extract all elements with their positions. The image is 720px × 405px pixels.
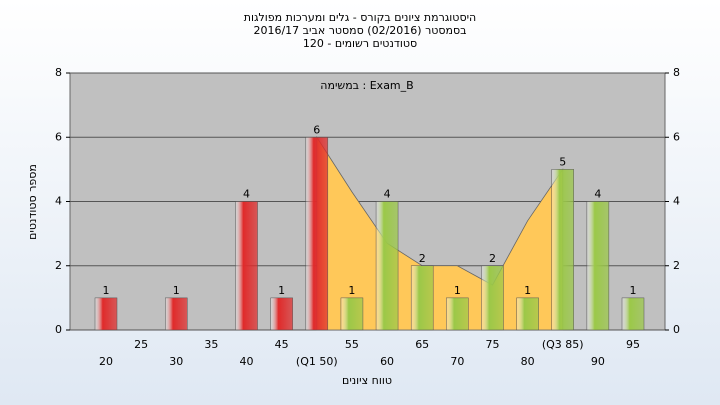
x-tick-label: 60 bbox=[380, 355, 394, 368]
bar-value-label: 5 bbox=[559, 155, 566, 168]
y-tick-label: 2 bbox=[55, 259, 62, 272]
bar bbox=[410, 265, 434, 331]
bar bbox=[375, 201, 399, 331]
bar bbox=[305, 137, 329, 331]
bar-value-label: 4 bbox=[594, 188, 601, 201]
chart-subtitle: בסמסטר (02/2016) סמסטר אביב 2016/17 bbox=[253, 24, 466, 37]
x-tick-label: (Q1 50) bbox=[296, 355, 338, 368]
bar-value-label: 1 bbox=[630, 284, 637, 297]
x-tick-label: 55 bbox=[345, 338, 359, 351]
y-tick-label: 4 bbox=[55, 195, 62, 208]
bar-value-label: 2 bbox=[419, 252, 426, 265]
y2-tick-label: 8 bbox=[673, 66, 680, 79]
bar-value-label: 1 bbox=[454, 284, 461, 297]
annotation: במשימה : Exam_B bbox=[320, 79, 413, 92]
y2-tick-label: 6 bbox=[673, 130, 680, 143]
bar bbox=[235, 201, 258, 331]
bar-value-label: 1 bbox=[524, 284, 531, 297]
bar-value-label: 1 bbox=[173, 284, 180, 297]
bar-value-label: 1 bbox=[278, 284, 285, 297]
bar-value-label: 2 bbox=[489, 252, 496, 265]
x-axis-label: טווח ציונים bbox=[342, 374, 392, 387]
x-tick-label: 20 bbox=[99, 355, 113, 368]
bar bbox=[270, 297, 293, 331]
x-tick-label: 80 bbox=[521, 355, 535, 368]
y2-tick-label: 4 bbox=[673, 195, 680, 208]
x-tick-label: 90 bbox=[591, 355, 605, 368]
x-tick-label: 25 bbox=[134, 338, 148, 351]
bar bbox=[94, 297, 118, 331]
bar bbox=[446, 297, 469, 331]
bar bbox=[340, 297, 364, 331]
y-tick-label: 6 bbox=[55, 130, 62, 143]
chart-title: היסטוגרמת ציונים בקורס - גלים ומערכות מפ… bbox=[244, 11, 476, 24]
bar-value-label: 1 bbox=[103, 284, 110, 297]
x-tick-label: (Q3 85) bbox=[542, 338, 584, 351]
x-tick-label: 40 bbox=[240, 355, 254, 368]
y2-tick-label: 0 bbox=[673, 323, 680, 336]
bar bbox=[551, 169, 574, 331]
bar-value-label: 1 bbox=[348, 284, 355, 297]
x-tick-label: 70 bbox=[450, 355, 464, 368]
x-tick-label: 95 bbox=[626, 338, 640, 351]
y-tick-label: 0 bbox=[55, 323, 62, 336]
y2-tick-label: 2 bbox=[673, 259, 680, 272]
x-tick-label: 30 bbox=[169, 355, 183, 368]
y-tick-label: 8 bbox=[55, 66, 62, 79]
bar-value-label: 4 bbox=[384, 188, 391, 201]
bar-value-label: 6 bbox=[313, 123, 320, 136]
bar bbox=[516, 297, 539, 331]
x-tick-label: 45 bbox=[275, 338, 289, 351]
bar bbox=[586, 201, 610, 331]
x-tick-label: 65 bbox=[415, 338, 429, 351]
bar-value-label: 4 bbox=[243, 188, 250, 201]
bar bbox=[481, 265, 504, 331]
chart-subtitle: סטודנטים רשומים - 120 bbox=[303, 37, 417, 50]
bar bbox=[165, 297, 188, 331]
x-tick-label: 35 bbox=[204, 338, 218, 351]
x-tick-label: 75 bbox=[485, 338, 499, 351]
y-axis-label: מספר סטודנטים bbox=[26, 164, 39, 240]
bar bbox=[621, 297, 645, 331]
